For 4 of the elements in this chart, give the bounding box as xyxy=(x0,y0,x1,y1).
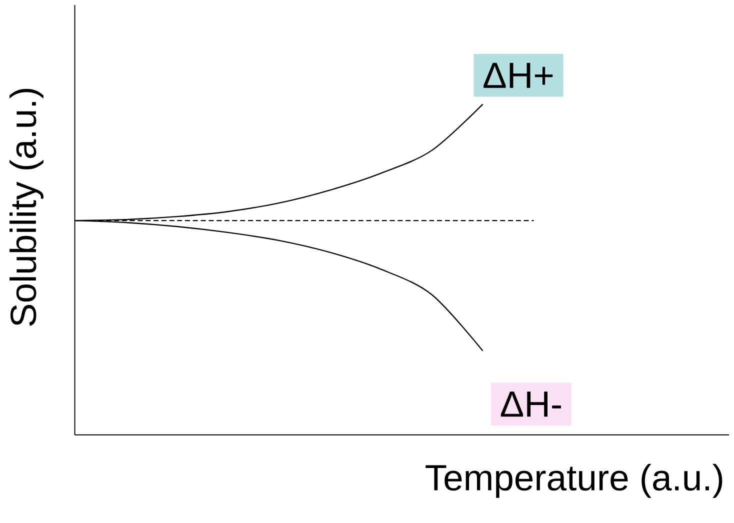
x-axis-title: Temperature (a.u.) xyxy=(426,464,722,498)
annotation: ΔH- xyxy=(500,392,561,417)
y-axis-title: Solubility (a.u.) xyxy=(10,88,44,326)
text: ΔH+ xyxy=(484,62,553,88)
